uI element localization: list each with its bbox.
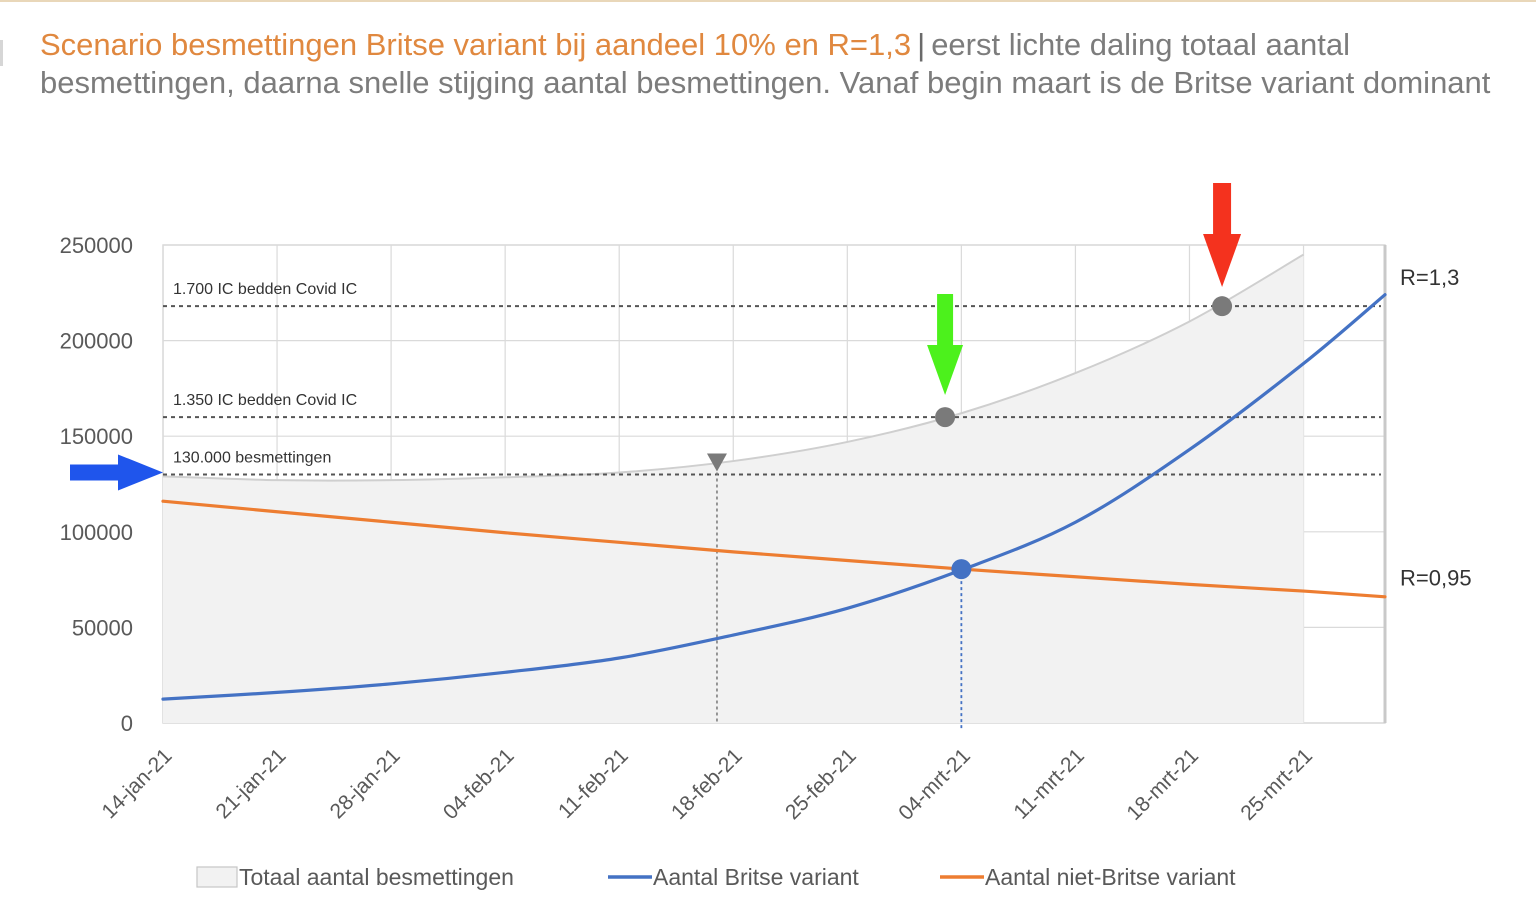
x-tick-label: 21-jan-21 xyxy=(212,744,291,823)
markers xyxy=(706,296,1233,580)
top-border xyxy=(0,0,1536,2)
title-separator: | xyxy=(917,27,926,62)
x-tick-label: 28-jan-21 xyxy=(326,744,405,823)
reference-lines: 1.700 IC bedden Covid IC 1.350 IC bedden … xyxy=(163,281,1381,729)
title-rest: eerst lichte daling totaal aantal besmet… xyxy=(40,27,1491,100)
y-tick-label: 250000 xyxy=(60,233,133,258)
reference-line-label: 130.000 besmettingen xyxy=(173,449,331,466)
title-highlight: Scenario besmettingen Britse variant bij… xyxy=(40,27,912,62)
y-tick-label: 0 xyxy=(121,711,133,736)
r-label-british: R=1,3 xyxy=(1400,265,1459,290)
y-tick-label: 200000 xyxy=(60,329,133,354)
triangle-marker xyxy=(706,453,727,472)
red-arrow-icon xyxy=(1203,183,1242,287)
legend: Totaal aantal besmettingen Aantal Britse … xyxy=(196,864,1236,890)
y-tick-label: 150000 xyxy=(60,424,133,449)
x-tick-label: 18-feb-21 xyxy=(667,744,747,824)
x-tick-label: 11-mrt-21 xyxy=(1009,744,1089,824)
legend-label-total: Totaal aantal besmettingen xyxy=(239,864,514,890)
threshold-dot xyxy=(935,407,956,428)
y-tick-label: 100000 xyxy=(60,520,133,545)
x-tick-label: 25-feb-21 xyxy=(781,744,861,824)
y-tick-label: 50000 xyxy=(72,615,133,640)
legend-label-british: Aantal Britse variant xyxy=(653,864,859,890)
x-tick-label: 04-feb-21 xyxy=(439,744,519,824)
x-tick-label: 04-mrt-21 xyxy=(894,744,975,825)
series-lines xyxy=(161,293,1387,701)
total-area-fill xyxy=(163,254,1304,723)
blue-arrow-icon xyxy=(70,454,163,491)
threshold-dot xyxy=(1212,296,1233,317)
slide-title: Scenario besmettingen Britse variant bij… xyxy=(40,26,1500,102)
x-tick-label: 25-mrt-21 xyxy=(1236,744,1317,825)
x-tick-label: 18-mrt-21 xyxy=(1122,744,1203,825)
british-variant-line xyxy=(161,293,1387,701)
crossover-dot xyxy=(951,559,972,580)
reference-line-label: 1.350 IC bedden Covid IC xyxy=(173,392,357,409)
non-british-variant-line xyxy=(161,499,1387,599)
green-arrow-icon xyxy=(927,294,964,395)
x-tick-label: 14-jan-21 xyxy=(98,744,177,823)
legend-label-non-british: Aantal niet-Britse variant xyxy=(985,864,1236,890)
x-tick-label: 11-feb-21 xyxy=(554,744,633,823)
slide-edge-mark xyxy=(0,40,3,66)
r-label-non-british: R=0,95 xyxy=(1400,565,1472,590)
total-area-outline xyxy=(163,253,1305,482)
reference-line-label: 1.700 IC bedden Covid IC xyxy=(173,281,357,298)
total-area-layer xyxy=(163,253,1305,723)
annotation-arrows xyxy=(70,183,1242,491)
legend-swatch-total xyxy=(196,866,238,888)
